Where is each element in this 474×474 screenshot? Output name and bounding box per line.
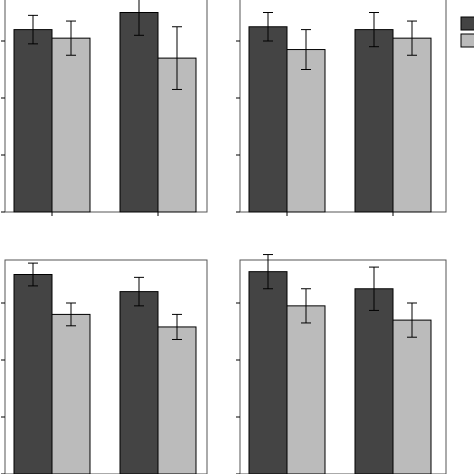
bar (119, 12, 159, 213)
legend-swatch-series-1 (460, 16, 474, 31)
bar (119, 291, 159, 474)
bar (248, 271, 288, 474)
bar (392, 319, 432, 474)
legend-swatch-series-2 (460, 33, 474, 48)
plot-frame (239, 0, 447, 213)
bar (157, 326, 197, 474)
bar (354, 288, 394, 474)
plot-frame (4, 0, 208, 213)
chart-panel-1 (1, 0, 208, 216)
bar (392, 37, 432, 213)
bar (248, 26, 288, 213)
bar (13, 29, 53, 213)
bar (286, 49, 326, 213)
chart-panel-3 (1, 259, 208, 474)
plot-frame (4, 259, 208, 474)
bar (354, 29, 394, 213)
bar (51, 313, 91, 474)
bar (13, 274, 53, 474)
plot-frame (239, 259, 447, 474)
bar (51, 37, 91, 213)
chart-panel-2 (236, 0, 447, 216)
bar (286, 305, 326, 474)
legend (460, 16, 474, 48)
chart-panel-4 (236, 254, 447, 474)
